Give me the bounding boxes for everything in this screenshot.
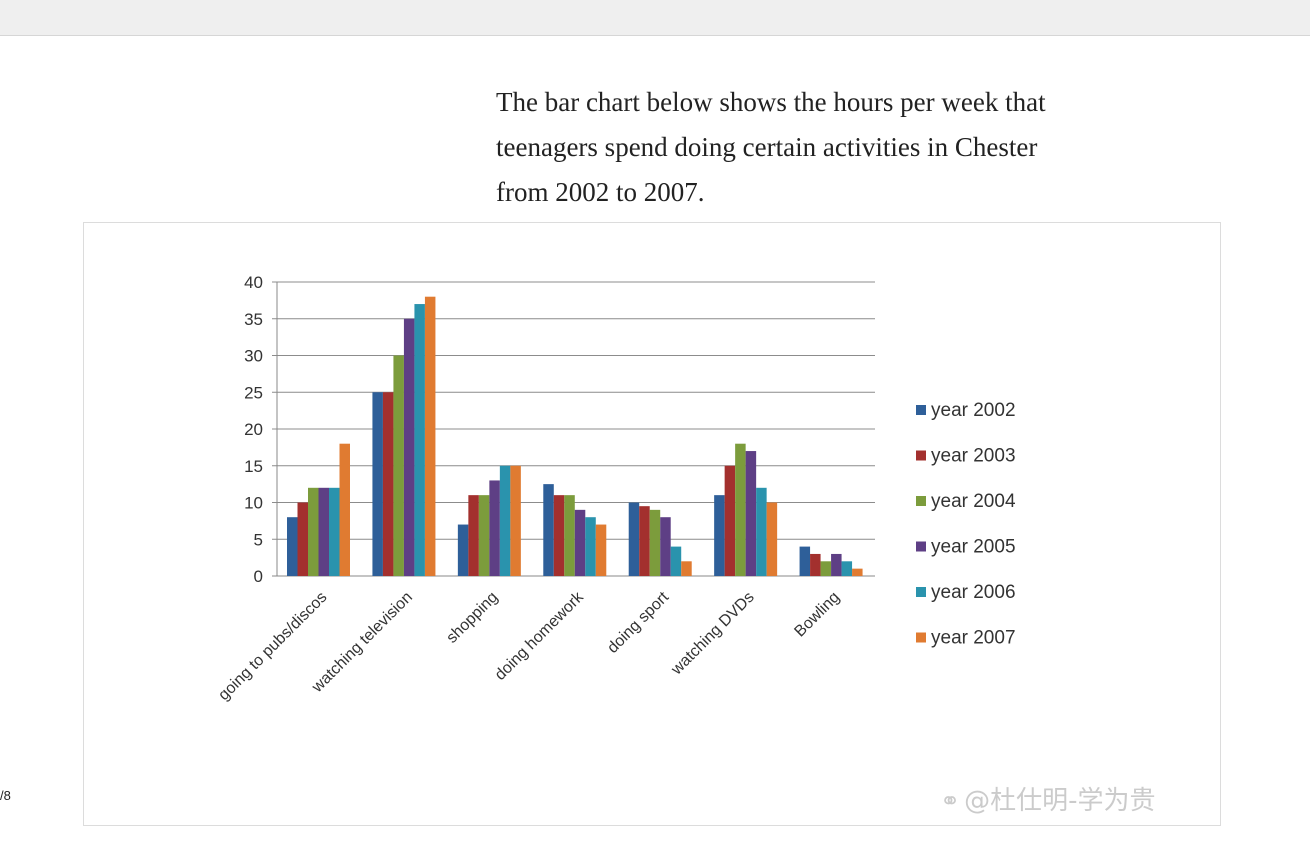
page-counter: /8: [0, 788, 11, 803]
y-tick-label: 5: [254, 530, 263, 549]
bar: [574, 509, 586, 576]
bar: [595, 524, 607, 576]
bar: [329, 487, 340, 576]
intro-line-3: from 2002 to 2007.: [496, 177, 705, 207]
intro-line-1: The bar chart below shows the hours per …: [496, 87, 1046, 117]
legend-swatch: [916, 450, 926, 461]
x-tick-label: doing homework: [492, 588, 588, 684]
legend-label: year 2006: [931, 582, 1016, 603]
bar: [724, 465, 736, 576]
bar: [468, 495, 479, 576]
top-toolbar: [0, 0, 1310, 36]
legend-swatch: [916, 496, 926, 506]
bar: [820, 561, 832, 576]
bar: [287, 517, 298, 576]
legend-swatch: [916, 405, 926, 415]
weibo-icon: ⚭: [940, 787, 961, 815]
y-tick-label: 25: [244, 383, 263, 402]
bar: [639, 506, 650, 576]
bar: [499, 465, 511, 576]
bar: [766, 502, 778, 576]
y-tick-label: 10: [244, 494, 263, 513]
y-tick-label: 35: [244, 310, 263, 329]
bar: [478, 495, 490, 576]
legend-label: year 2005: [931, 537, 1016, 558]
x-tick-label: shopping: [443, 589, 501, 647]
bar: [372, 392, 383, 576]
bar: [670, 546, 682, 576]
bar: [681, 561, 692, 576]
bar: [735, 443, 746, 576]
intro-text: The bar chart below shows the hours per …: [496, 80, 1196, 215]
bar: [543, 484, 554, 576]
bar: [756, 487, 767, 576]
bar: [628, 502, 640, 576]
bar: [424, 296, 436, 576]
bar: [810, 553, 821, 576]
bar: [831, 553, 842, 576]
bar: [457, 524, 469, 576]
y-tick-label: 0: [254, 567, 263, 586]
bar: [841, 561, 853, 576]
y-tick-label: 15: [244, 457, 263, 476]
intro-line-2: teenagers spend doing certain activities…: [496, 132, 1038, 162]
bar: [382, 392, 394, 576]
watermark-text: @杜仕明-学为贵: [964, 786, 1156, 816]
legend-swatch: [916, 587, 926, 597]
bar: [585, 517, 596, 576]
bar: [745, 451, 757, 576]
legend-label: year 2003: [931, 446, 1016, 467]
legend-label: year 2002: [931, 400, 1016, 421]
bar: [510, 465, 521, 576]
legend-label: year 2004: [931, 491, 1016, 512]
legend-swatch: [916, 541, 926, 552]
legend-label: year 2007: [931, 628, 1016, 649]
bar: [339, 443, 350, 576]
bar: [414, 304, 425, 576]
bar: [649, 509, 661, 576]
bar: [564, 495, 575, 576]
y-tick-label: 40: [244, 273, 263, 292]
x-tick-label: doing sport: [604, 588, 672, 656]
bar: [393, 355, 404, 576]
bar: [852, 568, 863, 576]
bar: [714, 495, 725, 576]
legend-swatch: [916, 632, 926, 643]
x-tick-label: Bowling: [791, 589, 843, 641]
bar: [660, 517, 671, 576]
bar: [318, 487, 329, 576]
bar: [308, 487, 319, 576]
y-tick-label: 30: [244, 347, 263, 366]
watermark: ⚭ @杜仕明-学为贵: [940, 780, 1156, 817]
bar: [553, 495, 565, 576]
bar: [799, 546, 811, 576]
bar: [489, 480, 500, 576]
bar: [297, 502, 308, 576]
y-tick-label: 20: [244, 420, 263, 439]
x-tick-label: watching DVDs: [668, 589, 758, 679]
bar: [403, 318, 415, 576]
